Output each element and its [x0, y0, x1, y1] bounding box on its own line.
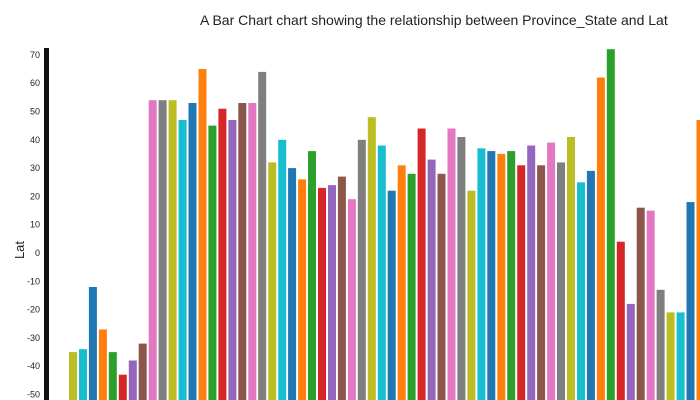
bar[interactable]	[258, 71, 267, 400]
bar[interactable]	[437, 173, 446, 400]
y-tick-label: -50	[27, 390, 40, 400]
y-tick-label: 10	[30, 220, 40, 230]
bar[interactable]	[596, 77, 605, 400]
bar[interactable]	[447, 128, 456, 400]
y-axis-line	[44, 48, 49, 400]
bar[interactable]	[188, 103, 197, 400]
bar[interactable]	[586, 170, 595, 400]
bar[interactable]	[108, 352, 117, 400]
bar[interactable]	[567, 137, 575, 400]
bar[interactable]	[477, 148, 486, 400]
y-tick-label: -20	[27, 305, 40, 315]
y-tick-label: 30	[30, 163, 40, 173]
y-tick-label: 50	[30, 107, 40, 117]
bar[interactable]	[387, 190, 396, 400]
bar[interactable]	[497, 153, 506, 400]
bar[interactable]	[557, 162, 565, 400]
bar[interactable]	[288, 168, 297, 400]
bar[interactable]	[367, 117, 376, 400]
bar[interactable]	[98, 329, 107, 400]
bar[interactable]	[487, 151, 496, 400]
bar[interactable]	[507, 151, 516, 400]
bar[interactable]	[128, 360, 137, 400]
bar[interactable]	[148, 100, 157, 400]
bar[interactable]	[88, 287, 97, 400]
bars	[69, 49, 700, 400]
y-tick-label: -30	[27, 333, 40, 343]
bar[interactable]	[208, 125, 217, 400]
bar[interactable]	[686, 202, 695, 400]
bar[interactable]	[328, 185, 336, 400]
bar[interactable]	[547, 142, 556, 400]
bar[interactable]	[527, 145, 536, 400]
bar[interactable]	[636, 207, 645, 400]
y-tick-label: 60	[30, 78, 40, 88]
bar[interactable]	[626, 303, 635, 400]
bar[interactable]	[318, 187, 326, 400]
bar[interactable]	[646, 210, 655, 400]
bar[interactable]	[377, 145, 386, 400]
bar[interactable]	[397, 165, 406, 400]
bar[interactable]	[218, 108, 227, 400]
bar[interactable]	[268, 162, 277, 400]
y-tick-label: 0	[35, 248, 40, 258]
bar[interactable]	[457, 137, 466, 400]
bar[interactable]	[79, 349, 87, 400]
bar[interactable]	[138, 343, 147, 400]
y-axis-label: Lat	[12, 241, 27, 259]
bar[interactable]	[407, 173, 416, 400]
chart-title: A Bar Chart chart showing the relationsh…	[200, 12, 668, 28]
bar[interactable]	[337, 176, 346, 400]
bar[interactable]	[248, 103, 257, 400]
bar[interactable]	[417, 128, 426, 400]
bar[interactable]	[676, 312, 685, 400]
bar[interactable]	[357, 139, 366, 400]
bar[interactable]	[427, 159, 436, 400]
y-tick-label: 70	[30, 50, 40, 60]
bar[interactable]	[69, 352, 77, 400]
bar[interactable]	[696, 120, 700, 400]
bar[interactable]	[178, 120, 187, 400]
bar[interactable]	[467, 190, 476, 400]
y-tick-label: 40	[30, 135, 40, 145]
y-axis-ticks: -50 -40 -30 -20 -10 0 10 20 30 40 50 60 70	[27, 50, 40, 400]
bar[interactable]	[278, 139, 287, 400]
bar[interactable]	[347, 199, 356, 400]
bar[interactable]	[118, 374, 127, 400]
bar[interactable]	[577, 182, 585, 400]
bar[interactable]	[198, 69, 207, 400]
y-tick-label: -10	[27, 276, 40, 286]
bar[interactable]	[656, 289, 665, 400]
bar[interactable]	[517, 165, 526, 400]
bar[interactable]	[298, 179, 307, 400]
bar[interactable]	[158, 100, 167, 400]
bar[interactable]	[537, 165, 546, 400]
bar[interactable]	[228, 120, 237, 400]
y-tick-label: -40	[27, 361, 40, 371]
y-tick-label: 20	[30, 191, 40, 201]
bar[interactable]	[666, 312, 675, 400]
bar[interactable]	[238, 103, 247, 400]
bar[interactable]	[308, 151, 316, 400]
bar[interactable]	[616, 241, 625, 400]
bar[interactable]	[606, 49, 615, 400]
bar[interactable]	[168, 100, 177, 400]
